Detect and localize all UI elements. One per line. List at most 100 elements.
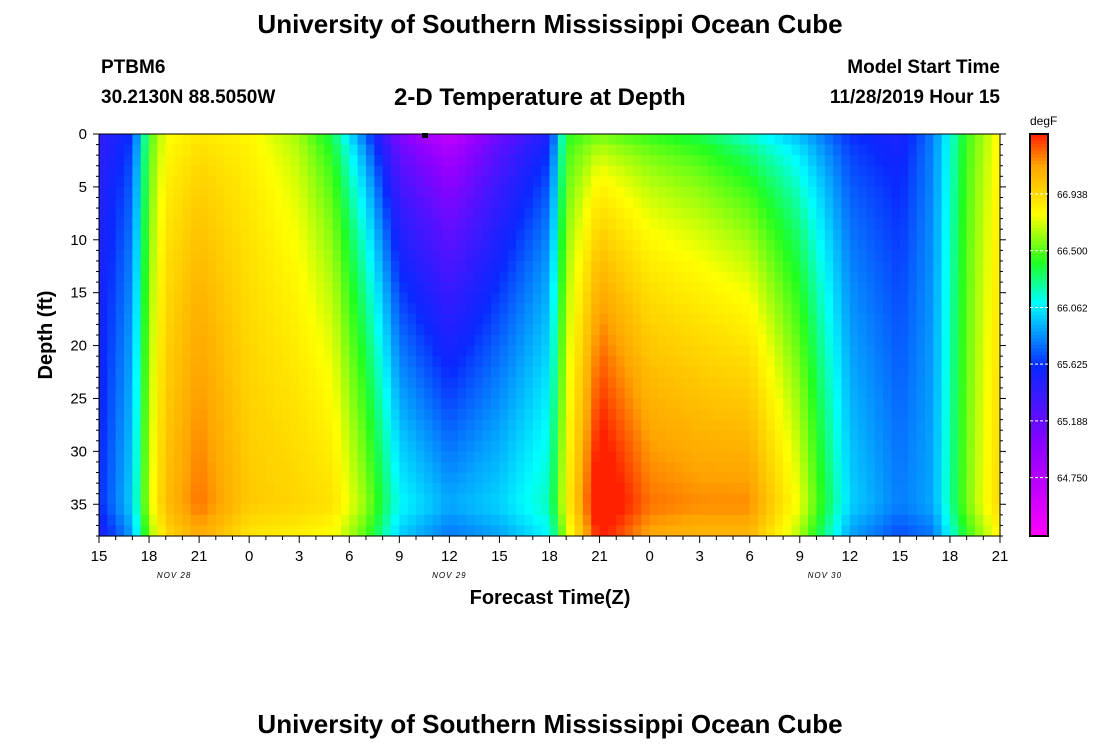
heat-cell (624, 134, 634, 146)
heat-cell (532, 440, 542, 452)
heat-cell (557, 208, 567, 220)
heat-cell (899, 387, 909, 400)
heat-cell (374, 483, 384, 495)
heat-cell (365, 440, 375, 452)
heat-cell (699, 239, 709, 251)
heat-cell (390, 472, 400, 484)
heat-cell (566, 229, 576, 241)
heat-cell (783, 239, 793, 251)
colorbar-segment (1030, 412, 1048, 416)
heat-cell (574, 134, 584, 146)
heat-cell (449, 165, 459, 177)
heat-cell (749, 271, 759, 283)
heat-cell (774, 387, 784, 400)
heat-cell (749, 313, 759, 326)
heat-cell (657, 165, 667, 177)
heat-cell (966, 451, 976, 463)
heat-cell (132, 282, 142, 294)
heat-cell (858, 493, 868, 505)
heat-cell (566, 366, 576, 378)
heat-cell (416, 218, 425, 230)
heat-cell (858, 356, 868, 368)
heat-cell (382, 398, 392, 410)
heat-cell (182, 197, 192, 209)
heat-cell (182, 303, 192, 315)
heat-cell (115, 419, 125, 431)
heat-cell (774, 134, 784, 146)
heat-cell (908, 292, 918, 304)
heat-cell (466, 398, 476, 410)
heat-cell (149, 514, 158, 527)
heat-cell (699, 398, 709, 410)
heat-cell (991, 451, 1001, 463)
heat-cell (866, 430, 876, 442)
heat-cell (541, 250, 551, 262)
heat-cell (833, 229, 843, 241)
heat-cell (574, 366, 584, 378)
heat-cell (966, 409, 976, 421)
heat-cell (457, 313, 467, 326)
heat-cell (240, 504, 250, 516)
heat-cell (232, 282, 242, 294)
heat-cell (416, 144, 425, 156)
heat-cell (132, 483, 142, 495)
heat-cell (716, 335, 726, 347)
heat-cell (682, 483, 692, 495)
heat-cell (783, 483, 793, 495)
heat-cell (983, 271, 993, 283)
heat-cell (140, 208, 150, 220)
heat-cell (290, 514, 300, 527)
heat-cell (174, 197, 184, 209)
heat-cell (933, 313, 943, 326)
heat-cell (424, 165, 434, 177)
heat-cell (557, 419, 567, 431)
heat-cell (457, 218, 467, 230)
heat-cell (499, 197, 509, 209)
heat-cell (507, 493, 517, 505)
colorbar-segment (1030, 284, 1048, 289)
heat-cell (649, 260, 659, 273)
heat-cell (115, 186, 125, 199)
heat-cell (607, 144, 617, 156)
heat-cell (749, 377, 759, 389)
heat-cell (290, 186, 300, 199)
heat-cell (799, 165, 809, 177)
heat-cell (574, 461, 584, 474)
heat-cell (541, 218, 551, 230)
heat-cell (624, 483, 634, 495)
heat-cell (833, 144, 843, 156)
colorbar-segment (1030, 485, 1048, 490)
heat-cell (232, 313, 242, 326)
heat-cell (708, 144, 717, 156)
heat-cell (307, 144, 317, 156)
heat-cell (507, 303, 517, 315)
heat-cell (390, 366, 400, 378)
heat-cell (591, 451, 601, 463)
heat-cell (607, 155, 617, 167)
heat-cell (282, 208, 292, 220)
heat-cell (983, 176, 993, 188)
heat-cell (249, 461, 259, 474)
heat-cell (165, 483, 175, 495)
heat-cell (532, 451, 542, 463)
colorbar-segment (1030, 308, 1048, 313)
heat-cell (908, 493, 918, 505)
heat-cell (190, 366, 200, 378)
heat-cell (983, 430, 993, 442)
heat-cell (682, 409, 692, 421)
heat-cell (149, 366, 158, 378)
heat-cell (858, 345, 868, 357)
heat-cell (699, 356, 709, 368)
heat-cell (382, 229, 392, 241)
heat-cell (340, 398, 350, 410)
heat-cell (199, 525, 209, 537)
heat-cell (883, 218, 893, 230)
heat-cell (207, 282, 217, 294)
heat-cell (974, 134, 984, 146)
heat-cell (791, 303, 801, 315)
heat-cell (991, 409, 1001, 421)
heat-cell (741, 409, 751, 421)
heat-cell (874, 335, 884, 347)
heat-cell (766, 218, 776, 230)
heat-cell (374, 356, 384, 368)
